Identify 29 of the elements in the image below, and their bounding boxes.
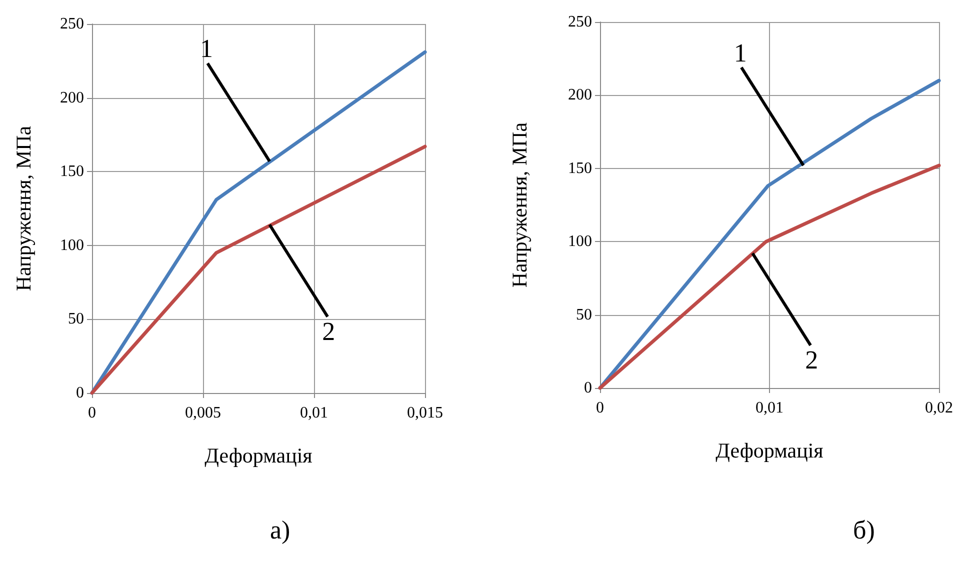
x-tick-label: 0,005 [185,404,221,422]
x-tick-label: 0 [88,404,96,422]
y-tick-label: 50 [68,310,84,328]
y-tick-label: 150 [60,163,84,180]
x-tick-label: 0,01 [300,404,328,422]
x-tick-label: 0,01 [756,400,784,416]
y-tick-label: 50 [576,306,592,324]
y-axis-title: Напруження, МПа [508,122,532,288]
annotation: 1 [734,38,747,68]
annotation: 1 [200,34,214,64]
y-tick-label: 150 [568,160,592,177]
y-tick-label: 100 [568,233,592,250]
text: а) [270,516,290,544]
x-tick-label: 0 [596,400,604,416]
y-tick-label: 0 [584,380,592,396]
y-tick-label: 250 [60,16,84,32]
annotation: 2 [322,316,336,346]
y-axis-title: Напруження, МПа [12,125,36,292]
y-tick-label: 200 [568,86,592,104]
x-tick-label: 0,015 [407,404,443,422]
annotation: 2 [805,346,818,375]
y-tick-label: 0 [76,384,84,402]
text: б) [853,516,875,544]
y-tick-label: 250 [568,14,592,30]
x-axis-title: Деформація [204,444,313,468]
x-axis-title: Деформація [716,438,824,462]
x-tick-label: 0,02 [925,400,953,416]
y-tick-label: 100 [60,236,84,254]
y-tick-label: 200 [60,89,84,106]
